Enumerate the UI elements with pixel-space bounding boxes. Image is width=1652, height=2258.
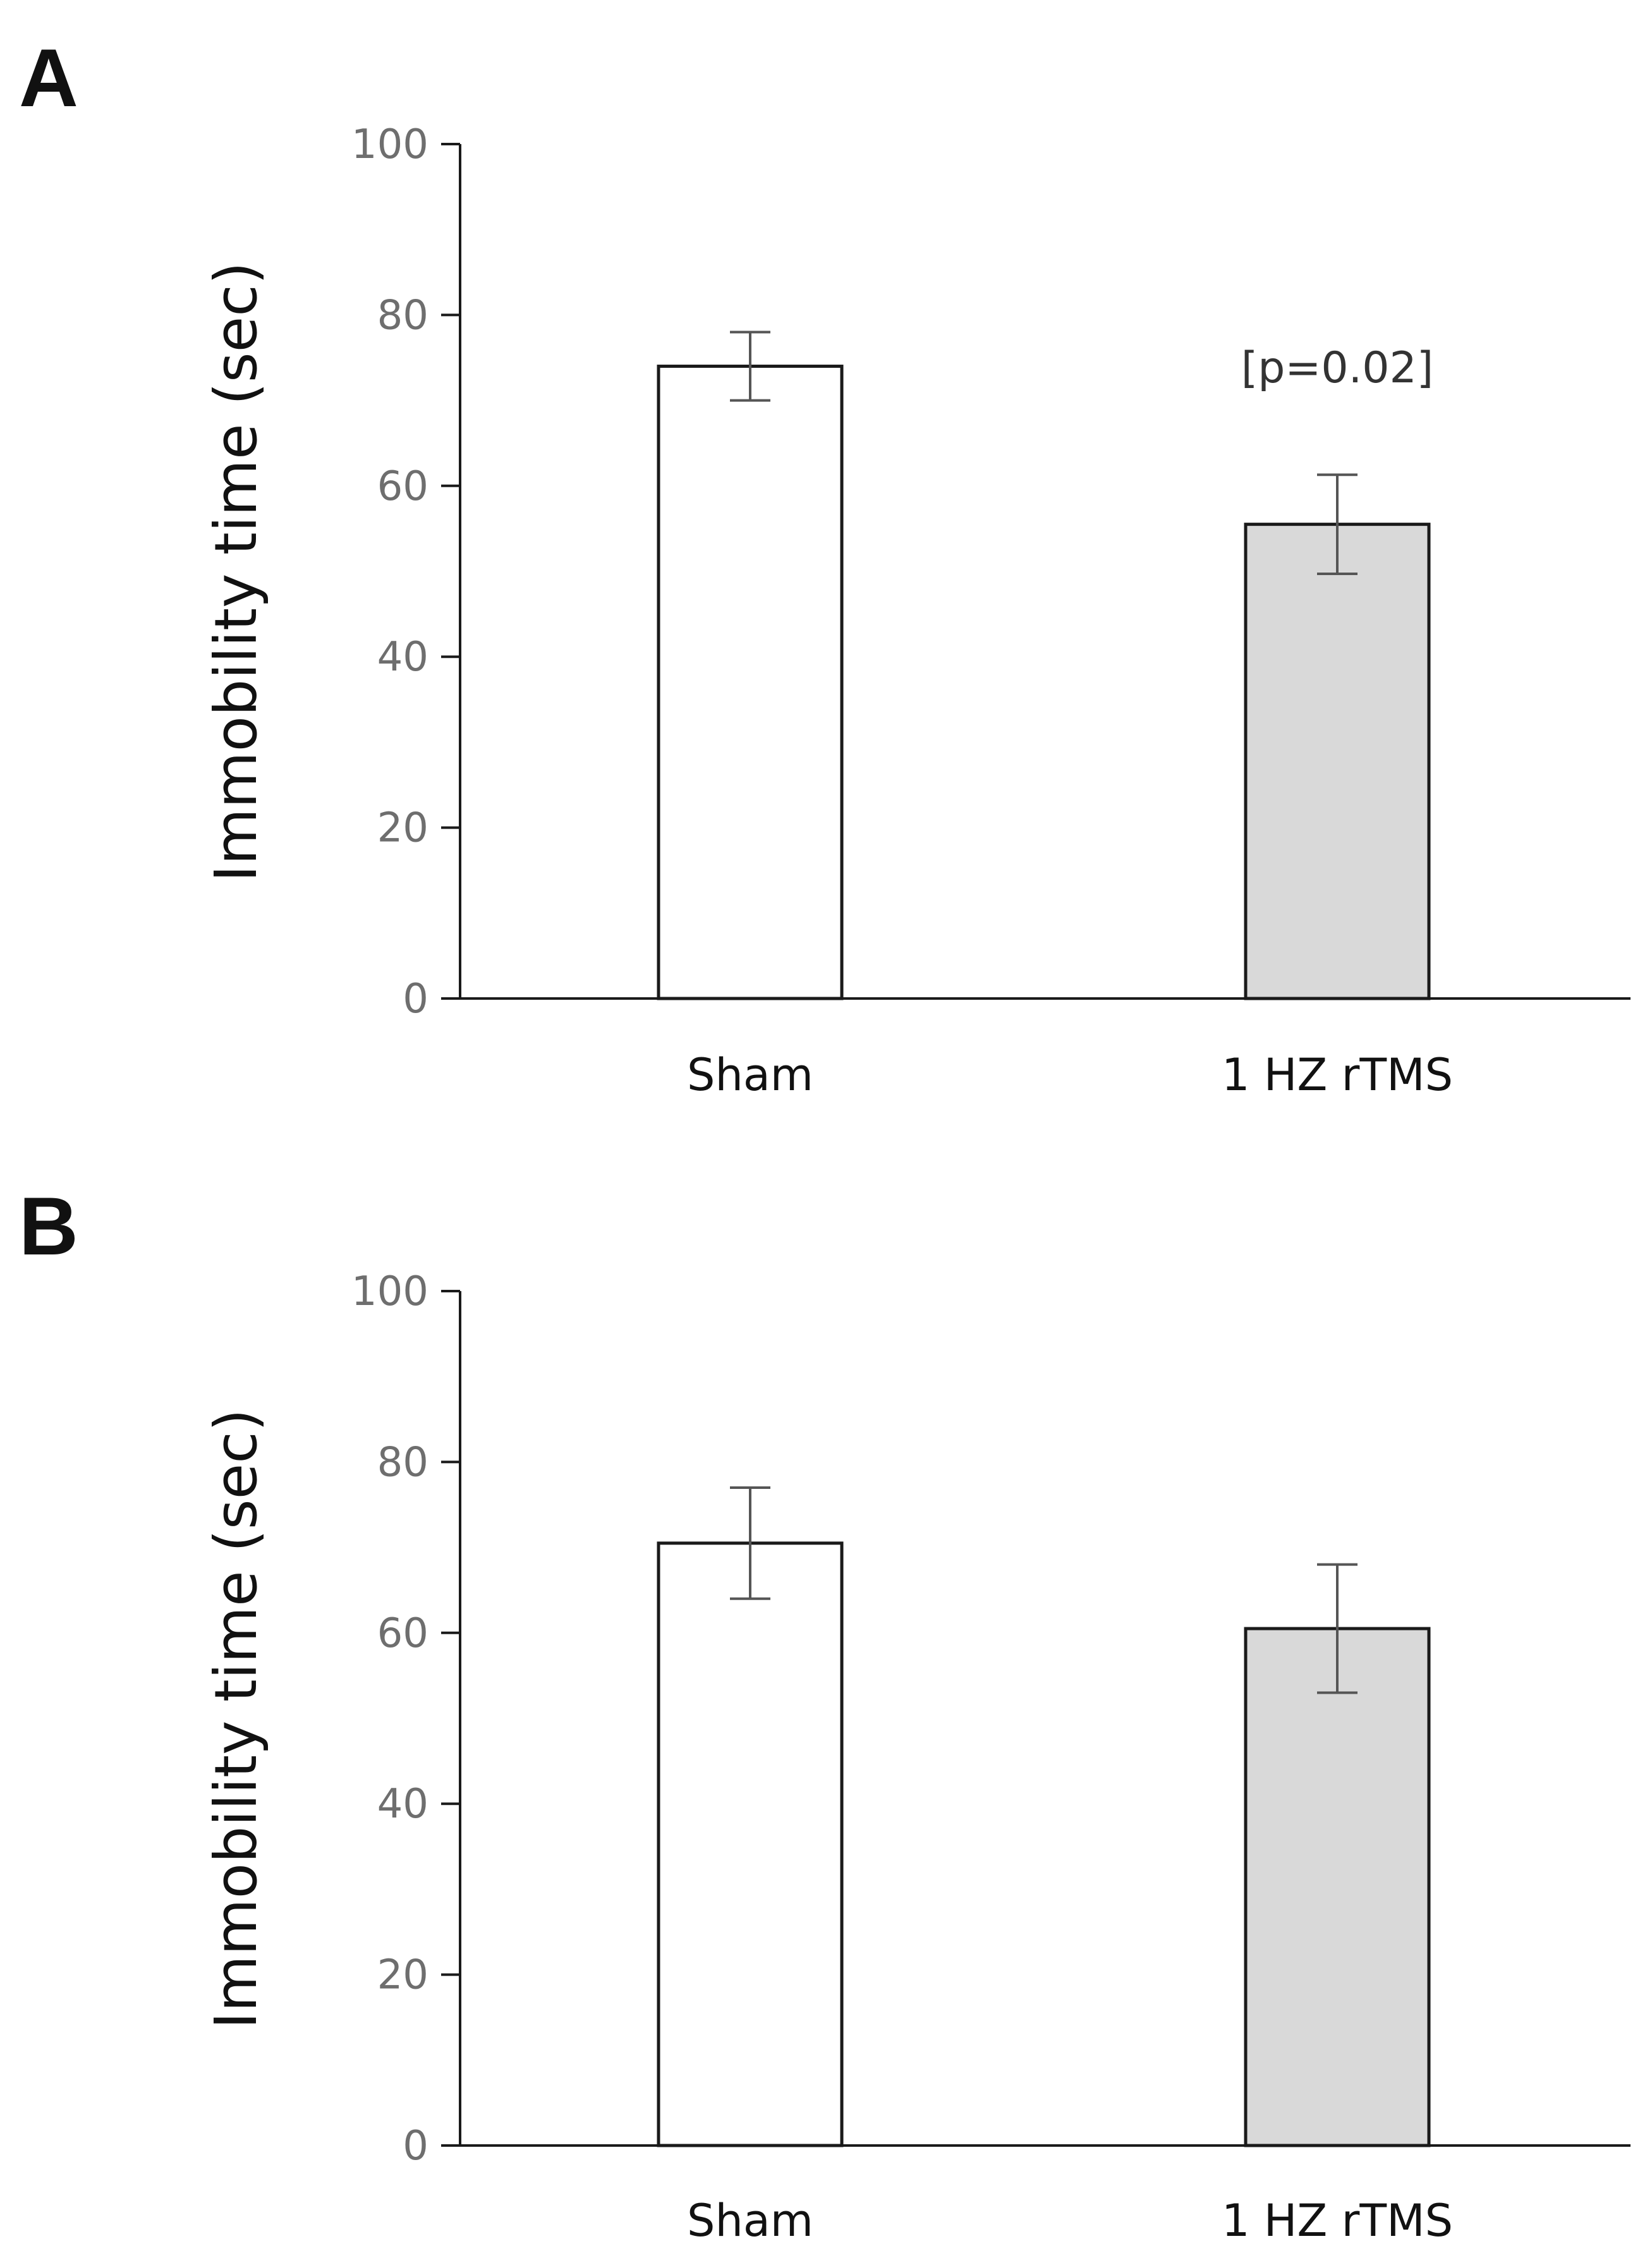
panel-a: A Immobility time (sec) 0 20 40 60 80 10…: [19, 32, 1631, 1101]
y-tick-label-a-80: 80: [377, 292, 428, 339]
y-tick-label-b-20: 20: [377, 1952, 428, 1999]
panel-letter-a: A: [19, 32, 78, 124]
error-bar-b-rtms: [1317, 1563, 1357, 1694]
y-tick-label-b-0: 0: [403, 2123, 428, 2170]
x-category-label-a-rtms: 1 HZ rTMS: [1222, 1049, 1453, 1101]
y-tick-label-a-60: 60: [377, 463, 428, 510]
bars-b: [657, 1486, 1431, 2147]
y-tick-label-a-20: 20: [377, 805, 428, 852]
x-category-label-b-sham: Sham: [687, 2195, 813, 2247]
y-ticks-a: 0 20 40 60 80 100: [351, 121, 428, 1023]
p-value-annotation-a: [p=0.02]: [1241, 343, 1434, 393]
y-axis-title-b: Immobility time (sec): [202, 1409, 270, 2029]
x-category-label-a-sham: Sham: [687, 1049, 813, 1101]
y-tick-label-a-100: 100: [351, 121, 428, 168]
axes-b: [441, 1290, 1631, 2147]
panel-letter-b: B: [19, 1180, 78, 1272]
bar-a-sham: [657, 365, 844, 1000]
error-bar-b-sham: [730, 1486, 770, 1600]
y-axis-title-a: Immobility time (sec): [202, 262, 270, 882]
error-bar-a-rtms: [1317, 473, 1357, 576]
y-tick-label-b-100: 100: [351, 1268, 428, 1315]
axes-a: [441, 143, 1631, 1000]
panel-b: B Immobility time (sec) 0 20 40 60 80 10…: [19, 1180, 1631, 2247]
bars-a: [657, 331, 1431, 1000]
bar-b-rtms: [1244, 1627, 1431, 2147]
y-ticks-b: 0 20 40 60 80 100: [351, 1268, 428, 2170]
y-tick-label-a-0: 0: [403, 976, 428, 1023]
y-tick-label-b-60: 60: [377, 1610, 428, 1657]
y-tick-label-b-40: 40: [377, 1781, 428, 1828]
bar-b-sham: [657, 1541, 844, 2147]
bar-a-rtms: [1244, 523, 1431, 1000]
y-tick-label-a-40: 40: [377, 634, 428, 681]
x-category-label-b-rtms: 1 HZ rTMS: [1222, 2195, 1453, 2247]
y-tick-label-b-80: 80: [377, 1439, 428, 1486]
error-bar-a-sham: [730, 331, 770, 402]
